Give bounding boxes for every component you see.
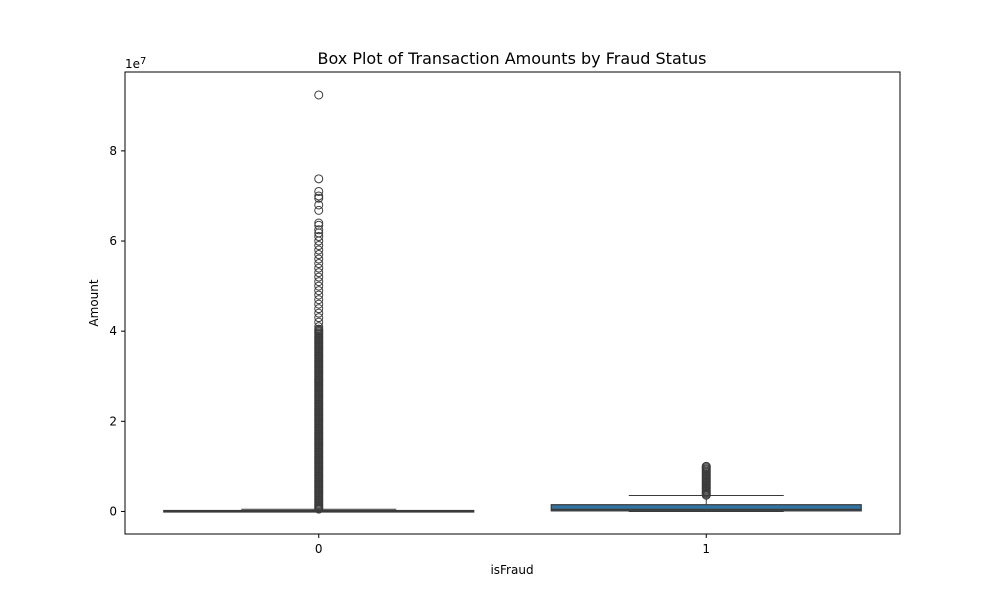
outlier-point <box>314 304 324 314</box>
outlier-point <box>314 286 324 296</box>
outlier-point <box>314 200 324 210</box>
outlier-point <box>314 254 324 264</box>
outlier-point <box>314 322 324 332</box>
box-marks-layer <box>163 90 862 514</box>
y-tick-label: 0 <box>109 504 117 518</box>
outlier-point <box>314 272 324 282</box>
y-axis: 0 2 4 6 8 <box>109 144 125 518</box>
box-iqr <box>550 504 862 512</box>
outlier-point <box>314 317 324 327</box>
y-tick-label: 4 <box>109 324 117 338</box>
outlier-point <box>314 277 324 287</box>
plot-area-frame <box>124 71 901 535</box>
outlier-point <box>314 225 324 235</box>
outlier-point <box>314 268 324 278</box>
outlier-point <box>314 232 324 242</box>
y-axis-label: Amount <box>87 279 101 326</box>
x-axis-label: isFraud <box>490 563 533 577</box>
outlier-point <box>314 186 324 196</box>
y-tick-label: 8 <box>109 144 117 158</box>
x-tick-label: 1 <box>702 542 710 556</box>
outlier-point <box>314 241 324 251</box>
box-group-0 <box>163 90 475 514</box>
outlier-point <box>314 250 324 260</box>
outlier-point <box>314 308 324 318</box>
y-tick-label: 2 <box>109 414 117 428</box>
box-group-1 <box>550 461 862 512</box>
outlier-point <box>314 313 324 323</box>
outlier-point <box>314 263 324 273</box>
outlier-point <box>314 191 324 201</box>
offset-base: 1e <box>125 57 140 71</box>
outlier-point <box>314 324 324 334</box>
offset-exponent: 7 <box>140 56 146 67</box>
y-axis-offset-label: 1e7 <box>125 56 146 71</box>
outlier-point <box>314 236 324 246</box>
outlier-point <box>314 193 324 203</box>
outlier-point <box>314 218 324 228</box>
outlier-point <box>314 245 324 255</box>
outlier-point <box>701 461 711 471</box>
outlier-point <box>314 205 324 215</box>
outlier-point <box>314 290 324 300</box>
x-tick-label: 0 <box>315 542 323 556</box>
outlier-point <box>314 90 324 100</box>
outlier-point <box>314 281 324 291</box>
chart-title: Box Plot of Transaction Amounts by Fraud… <box>318 49 707 68</box>
outlier-point <box>314 174 324 184</box>
outlier-point <box>314 259 324 269</box>
outlier-point <box>314 299 324 309</box>
y-tick-label: 6 <box>109 234 117 248</box>
outlier-point <box>314 295 324 305</box>
